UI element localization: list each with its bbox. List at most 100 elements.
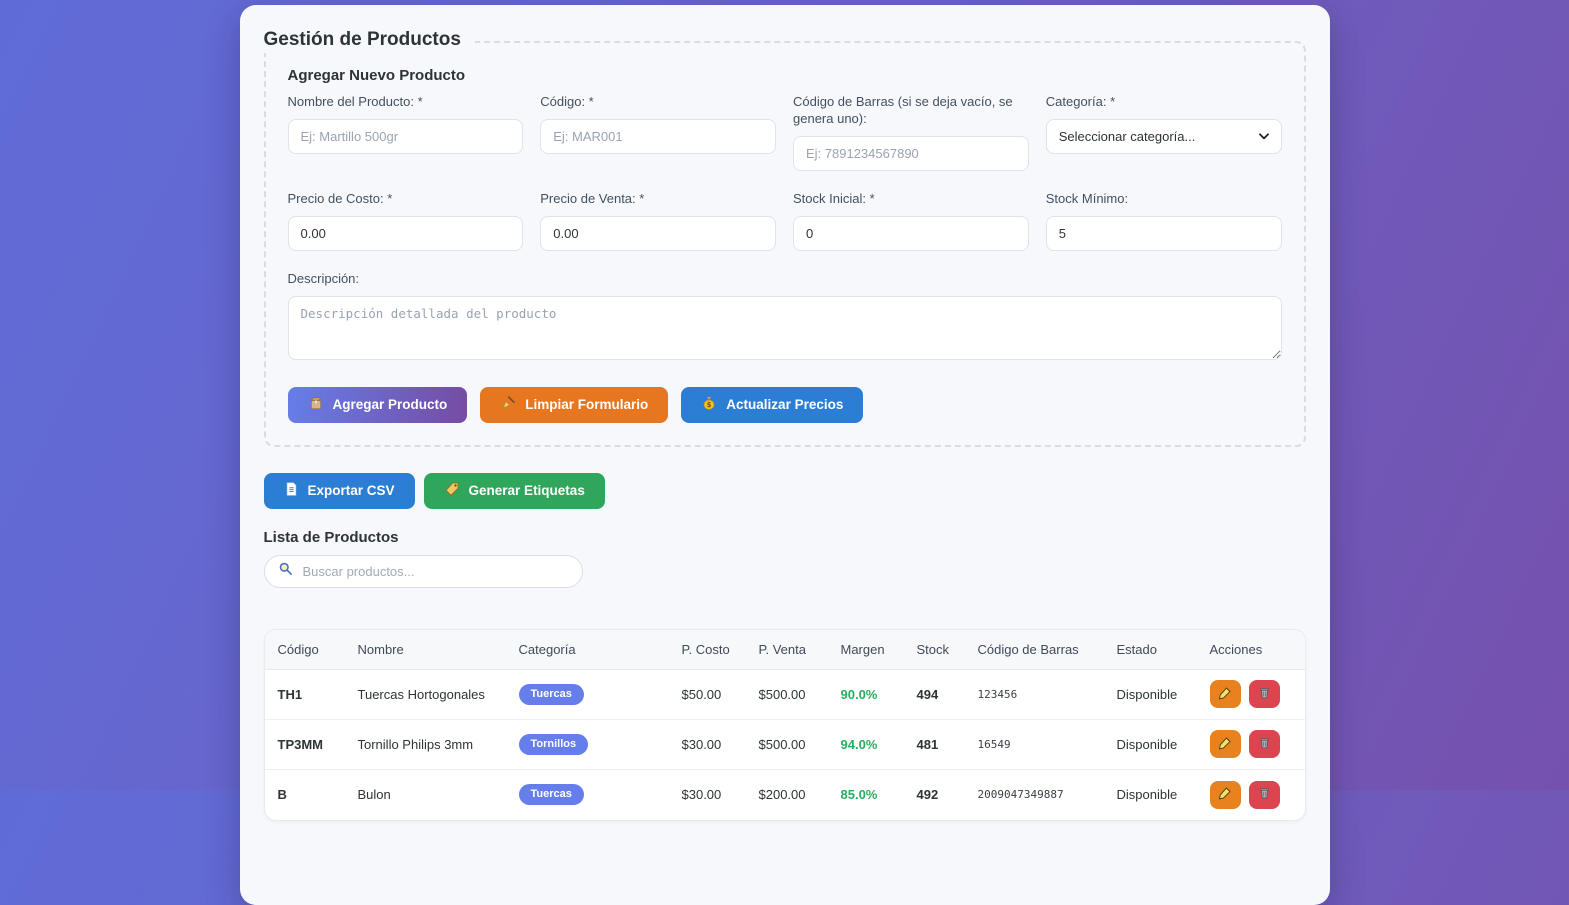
nombre-input[interactable] (287, 118, 524, 154)
descripcion-label: Descripción: (287, 270, 360, 286)
barcode-cell: 2009047349887 (977, 788, 1064, 802)
nombre-label: Nombre del Producto: * (287, 94, 423, 109)
product-name: Bulon (357, 787, 391, 803)
field-precio-venta: Precio de Venta: * (540, 191, 776, 251)
row-actions (1209, 680, 1292, 709)
price-cell: $500.00 (758, 686, 806, 702)
field-codigo: Código: * (540, 94, 776, 154)
category-badge: Tuercas (518, 683, 584, 705)
header-codigo-barras: Código de Barras (977, 641, 1079, 657)
trash-icon (1258, 736, 1271, 753)
field-precio-costo: Precio de Costo: * (287, 190, 524, 251)
status-cell: Disponible (1116, 736, 1178, 752)
package-icon (308, 395, 324, 414)
field-categoria: Categoría: * Seleccionar categoría... (1045, 94, 1282, 154)
tag-icon (444, 481, 460, 500)
export-csv-button[interactable]: Exportar CSV (263, 472, 415, 509)
cost-cell: $30.00 (681, 736, 722, 752)
delete-button[interactable] (1248, 680, 1280, 709)
search-icon (278, 561, 293, 581)
form-title: Agregar Nuevo Producto (287, 67, 466, 84)
category-cell: Tuercas (518, 784, 682, 806)
category-badge: Tuercas (518, 784, 584, 806)
status-cell: Disponible (1116, 686, 1178, 702)
actions-bar: Exportar CSV Generar Etiquetas (263, 472, 1306, 509)
update-prices-button[interactable]: $ Actualizar Precios (681, 386, 864, 423)
pencil-icon (1218, 686, 1232, 703)
clear-form-button[interactable]: Limpiar Formulario (480, 386, 669, 423)
svg-text:$: $ (707, 401, 712, 409)
margin-cell: 85.0% (840, 787, 878, 803)
cost-cell: $30.00 (681, 787, 722, 803)
pencil-icon (1218, 736, 1232, 753)
table-body: TH1 Tuercas Hortogonales Tuercas $50.00 … (264, 670, 1305, 820)
table-row: B Bulon Tuercas $30.00 $200.00 85.0% 492… (265, 770, 1305, 820)
product-name: Tornillo Philips 3mm (357, 736, 474, 752)
search-input[interactable] (300, 562, 568, 580)
header-nombre: Nombre (357, 641, 404, 657)
margin-cell: 94.0% (840, 736, 878, 752)
field-barcode: Código de Barras (si se deja vacío, se g… (793, 94, 1029, 171)
trash-icon (1258, 786, 1271, 803)
product-code: B (277, 787, 287, 803)
row-actions (1209, 730, 1292, 759)
header-p-costo: P. Costo (681, 641, 730, 657)
edit-button[interactable] (1209, 680, 1241, 709)
price-cell: $500.00 (758, 736, 806, 752)
header-stock: Stock (916, 641, 950, 657)
form-buttons: Agregar Producto Limpiar Formulario $ Ac… (287, 386, 1282, 423)
descripcion-textarea[interactable] (287, 295, 1282, 360)
barcode-label: Código de Barras (si se deja vacío, se g… (793, 94, 1013, 126)
table-row: TH1 Tuercas Hortogonales Tuercas $50.00 … (264, 670, 1305, 720)
header-estado: Estado (1116, 641, 1157, 657)
category-badge: Tornillos (518, 733, 589, 755)
header-margen: Margen (840, 641, 885, 657)
header-codigo: Código (277, 641, 319, 657)
list-title: Lista de Productos (263, 528, 399, 546)
generate-labels-button[interactable]: Generar Etiquetas (423, 472, 605, 509)
money-bag-icon: $ (701, 395, 717, 414)
price-cell: $200.00 (758, 787, 806, 803)
field-nombre: Nombre del Producto: * (287, 94, 524, 154)
table-header: Código Nombre Categoría P. Costo P. Vent… (264, 629, 1305, 670)
add-product-form: Agregar Nuevo Producto Nombre del Produc… (263, 41, 1306, 447)
page-title: Gestión de Productos (263, 29, 475, 53)
barcode-input[interactable] (793, 135, 1029, 171)
products-table: Código Nombre Categoría P. Costo P. Vent… (263, 628, 1306, 821)
categoria-label: Categoría: * (1045, 94, 1116, 109)
margin-cell: 90.0% (840, 686, 878, 702)
barcode-cell: 16549 (977, 737, 1011, 751)
stock-inicial-label: Stock Inicial: * (793, 190, 875, 206)
header-p-venta: P. Venta (758, 641, 806, 657)
field-descripcion: Descripción: (287, 270, 1282, 365)
status-cell: Disponible (1116, 787, 1178, 803)
field-stock-minimo: Stock Mínimo: (1045, 190, 1282, 251)
category-cell: Tornillos (518, 733, 682, 755)
edit-button[interactable] (1209, 730, 1241, 759)
delete-button[interactable] (1248, 730, 1280, 759)
precio-venta-label: Precio de Venta: * (540, 190, 645, 206)
codigo-label: Código: * (540, 94, 594, 109)
main-card: Gestión de Productos Agregar Nuevo Produ… (239, 5, 1330, 905)
barcode-cell: 123456 (977, 687, 1018, 701)
precio-venta-input[interactable] (540, 215, 776, 251)
document-icon (284, 481, 299, 500)
codigo-input[interactable] (540, 118, 776, 154)
precio-costo-input[interactable] (287, 215, 524, 251)
product-code: TP3MM (277, 736, 324, 752)
cost-cell: $50.00 (681, 686, 722, 702)
product-code: TH1 (277, 686, 303, 702)
stock-minimo-label: Stock Mínimo: (1045, 190, 1129, 206)
stock-cell: 492 (916, 787, 939, 803)
header-categoria: Categoría (518, 641, 576, 657)
field-stock-inicial: Stock Inicial: * (793, 191, 1029, 251)
pencil-icon (1218, 786, 1232, 803)
stock-minimo-input[interactable] (1045, 215, 1282, 251)
stock-inicial-input[interactable] (793, 215, 1029, 251)
add-product-button[interactable]: Agregar Producto (287, 386, 468, 423)
header-acciones: Acciones (1209, 641, 1263, 657)
categoria-select[interactable]: Seleccionar categoría... (1045, 118, 1282, 154)
precio-costo-label: Precio de Costo: * (287, 190, 393, 206)
trash-icon (1258, 686, 1271, 703)
product-name: Tuercas Hortogonales (357, 686, 485, 702)
